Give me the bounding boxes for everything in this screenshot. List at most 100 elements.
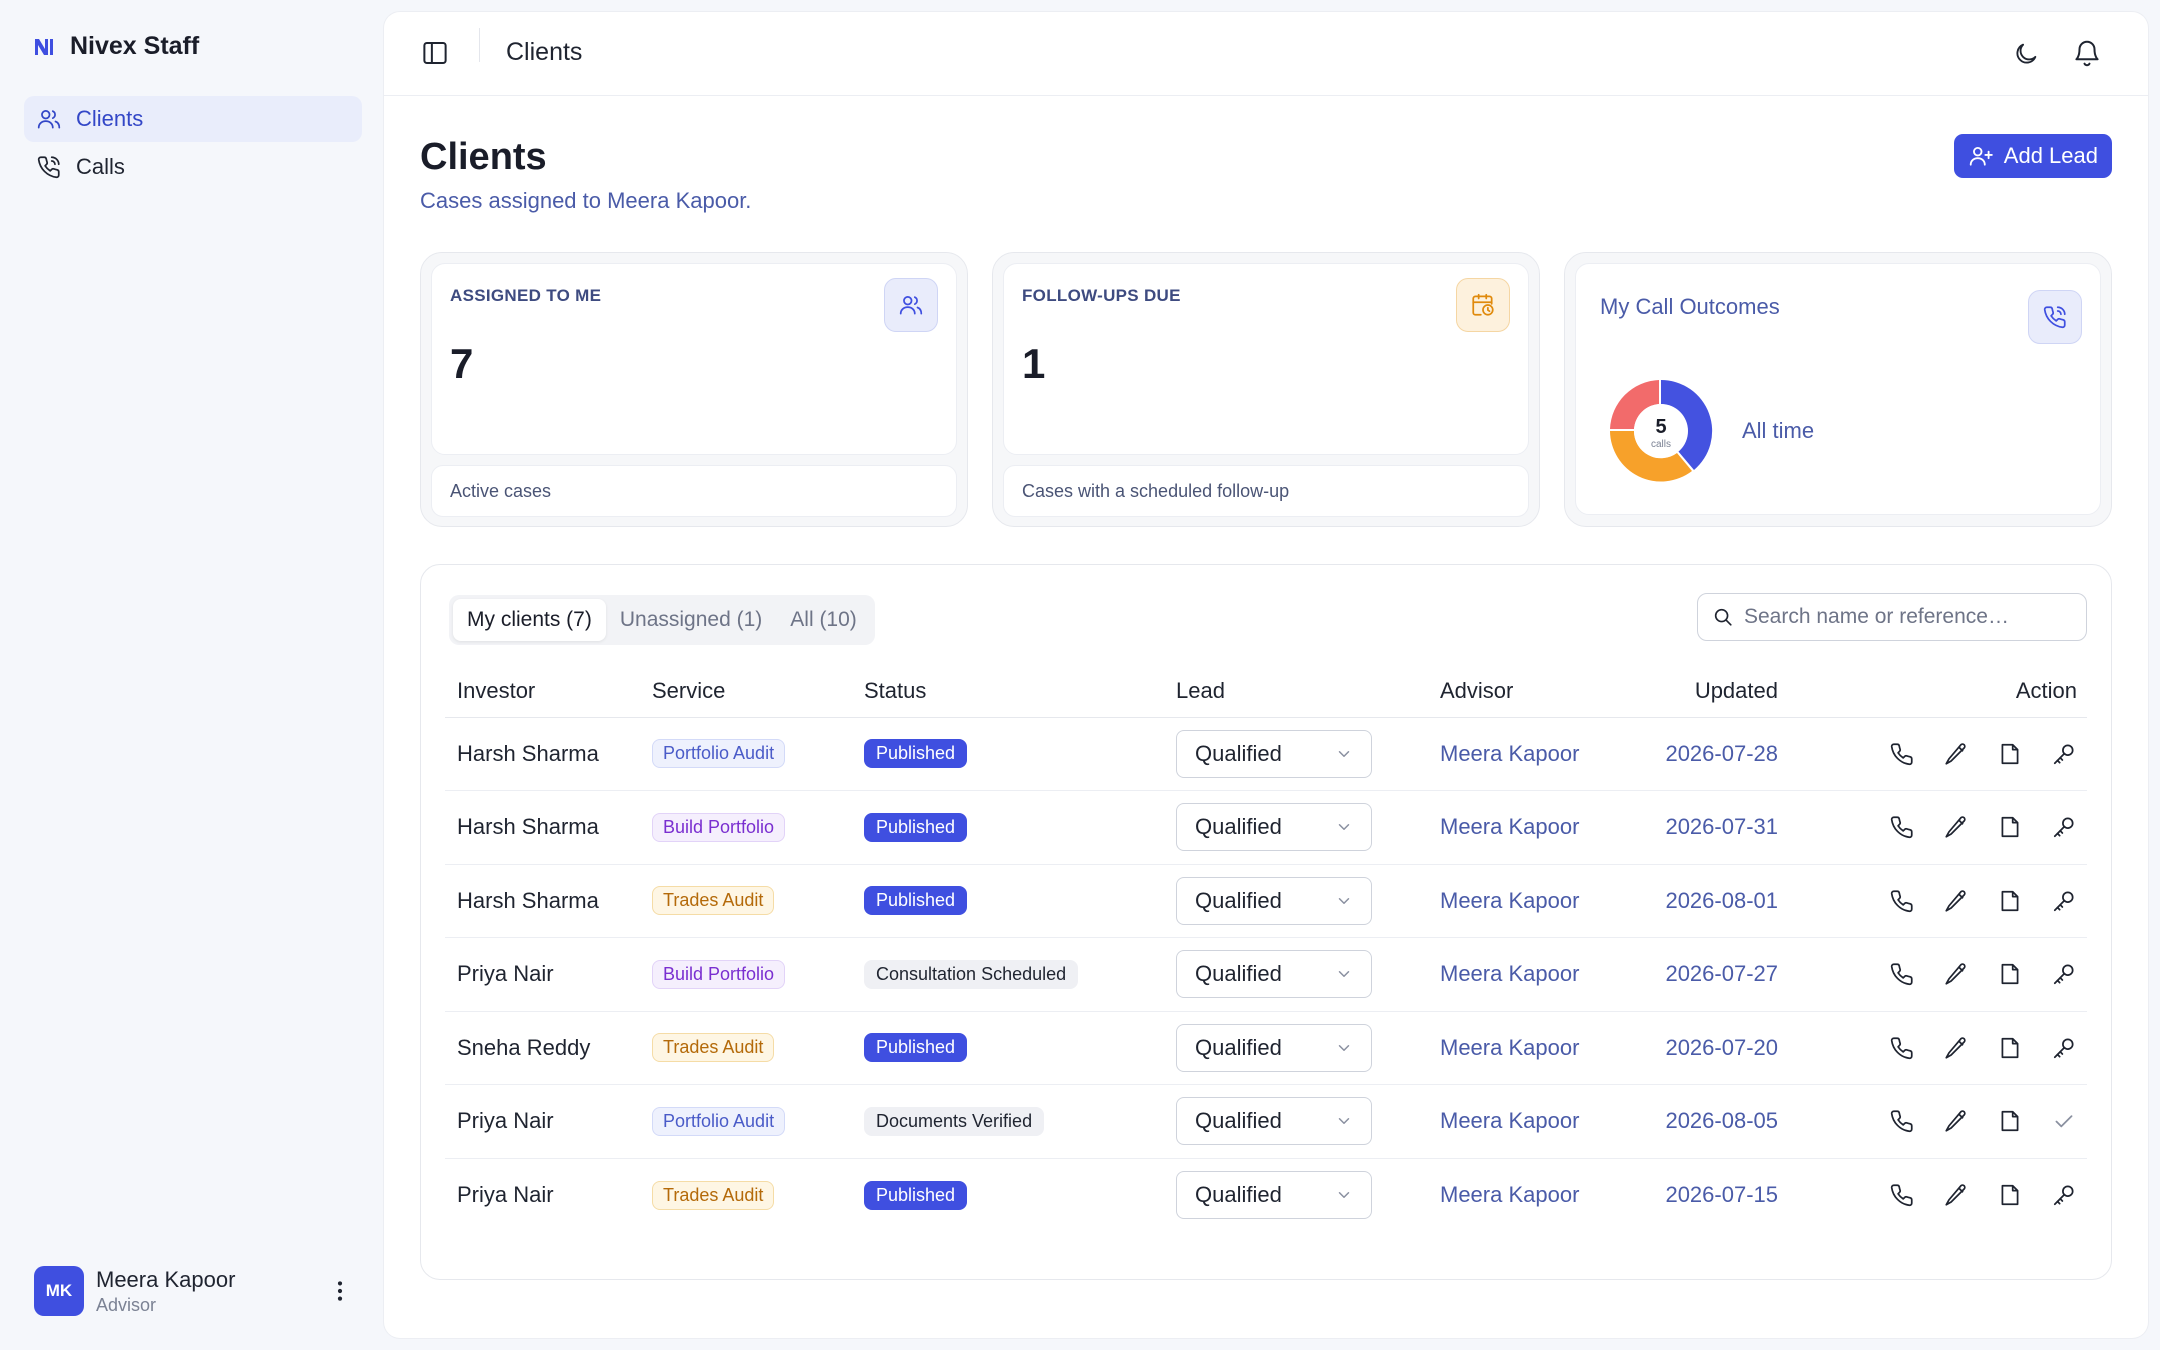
tab-all[interactable]: All (10) (790, 608, 857, 631)
call-action[interactable] (1889, 741, 1915, 767)
documents-action[interactable] (1997, 1182, 2023, 1208)
lead-select[interactable]: Qualified (1176, 1171, 1372, 1219)
chevron-down-icon (1338, 1192, 1350, 1198)
documents-action[interactable] (1997, 814, 2023, 840)
user-plus-icon (1969, 146, 1993, 166)
header-updated[interactable]: Updated (1628, 665, 1778, 718)
updated-date: 2026-07-27 (1665, 961, 1778, 987)
edit-action[interactable] (1943, 961, 1969, 987)
table-row[interactable]: Harsh Sharma Trades Audit Published Qual… (445, 864, 2087, 938)
service-tag: Trades Audit (652, 1180, 775, 1210)
verify-action[interactable] (2051, 1108, 2077, 1134)
document-icon (2001, 743, 2019, 764)
moon-icon[interactable] (2012, 40, 2040, 68)
table-row[interactable]: Sneha Reddy Trades Audit Published Quali… (445, 1011, 2087, 1085)
edit-action[interactable] (1943, 1035, 1969, 1061)
tab-my-clients[interactable]: My clients (7) (453, 599, 606, 641)
user-profile[interactable]: MK Meera Kapoor Advisor (34, 1265, 354, 1317)
call-action[interactable] (1889, 888, 1915, 914)
chevron-down-icon (1338, 971, 1350, 978)
call-action[interactable] (1889, 1108, 1915, 1134)
documents-action[interactable] (1997, 888, 2023, 914)
table-row[interactable]: Priya Nair Build Portfolio Consultation … (445, 937, 2087, 1012)
edit-action[interactable] (1943, 741, 1969, 767)
access-action[interactable] (2051, 741, 2077, 767)
phone-icon (1890, 963, 1913, 986)
document-icon (2001, 964, 2019, 985)
avatar: MK (34, 1266, 84, 1316)
updated-date: 2026-07-20 (1665, 1034, 1778, 1060)
period-label: All time (1742, 418, 1815, 443)
assigned-card: ASSIGNED TO ME 7 Active cases (420, 252, 968, 527)
lead-select[interactable]: Qualified (1176, 803, 1372, 852)
table-header-row: Investor Service Status Lead Advisor Upd… (445, 665, 2087, 718)
documents-action[interactable] (1997, 741, 2023, 767)
header-investor[interactable]: Investor (445, 665, 640, 718)
edit-action[interactable] (1943, 1108, 1969, 1134)
call-action[interactable] (1889, 814, 1915, 840)
lead-select[interactable]: Qualified (1176, 876, 1372, 925)
donut-segment-orange (1610, 431, 1692, 482)
call-action[interactable] (1889, 961, 1915, 987)
investor-name[interactable]: Harsh Sharma (457, 740, 599, 766)
page-subtitle: Cases assigned to Meera Kapoor. (420, 188, 752, 213)
investor-name[interactable]: Priya Nair (457, 1182, 554, 1207)
header-advisor[interactable]: Advisor (1428, 665, 1628, 718)
documents-action[interactable] (1997, 1035, 2023, 1061)
lead-select-value: Qualified (1195, 740, 1282, 766)
call-outcomes-donut: 5 calls (1610, 379, 1713, 482)
table-row[interactable]: Priya Nair Trades Audit Published Qualif… (445, 1158, 2087, 1232)
access-action[interactable] (2051, 888, 2077, 914)
investor-name[interactable]: Priya Nair (457, 961, 554, 987)
client-tabs: My clients (7) Unassigned (1) All (10) (449, 595, 875, 645)
investor-name[interactable]: Sneha Reddy (457, 1034, 591, 1060)
chevron-down-icon (1338, 750, 1350, 757)
sidebar-item-label: Calls (76, 154, 125, 179)
access-action[interactable] (2051, 1035, 2077, 1061)
documents-action[interactable] (1997, 1108, 2023, 1134)
lead-select[interactable]: Qualified (1176, 729, 1372, 778)
topbar-divider (479, 28, 480, 62)
investor-name[interactable]: Harsh Sharma (457, 814, 599, 840)
call-action[interactable] (1889, 1035, 1915, 1061)
edit-action[interactable] (1943, 888, 1969, 914)
sidebar-item-calls[interactable]: Calls (24, 144, 362, 190)
table-row[interactable]: Priya Nair Portfolio Audit Documents Ver… (445, 1084, 2087, 1159)
lead-select-value: Qualified (1195, 814, 1282, 840)
sidebar-item-clients[interactable]: Clients (24, 96, 362, 142)
service-tag: Build Portfolio (652, 812, 786, 842)
header-service[interactable]: Service (640, 665, 852, 718)
advisor-name: Meera Kapoor (1440, 814, 1580, 840)
add-lead-button[interactable]: Add Lead (1953, 134, 2112, 178)
edit-action[interactable] (1943, 1182, 1969, 1208)
header-lead[interactable]: Lead (1164, 665, 1428, 718)
lead-select[interactable]: Qualified (1176, 1023, 1372, 1072)
call-action[interactable] (1889, 1182, 1915, 1208)
documents-action[interactable] (1997, 961, 2023, 987)
topbar-title: Clients (506, 38, 583, 66)
brand[interactable]: Nivex Staff (32, 32, 199, 61)
lead-select[interactable]: Qualified (1176, 950, 1372, 999)
table-row[interactable]: Harsh Sharma Portfolio Audit Published Q… (445, 717, 2087, 791)
advisor-name: Meera Kapoor (1440, 961, 1580, 987)
key-icon (2053, 891, 2074, 911)
access-action[interactable] (2051, 1182, 2077, 1208)
access-action[interactable] (2051, 961, 2077, 987)
chevron-down-icon (1338, 1044, 1350, 1051)
bell-icon[interactable] (2072, 38, 2102, 68)
tab-unassigned[interactable]: Unassigned (1) (619, 608, 763, 631)
edit-action[interactable] (1943, 814, 1969, 840)
search-input[interactable] (1744, 605, 2064, 629)
table-row[interactable]: Harsh Sharma Build Portfolio Published Q… (445, 790, 2087, 865)
key-icon (2053, 1038, 2074, 1058)
access-action[interactable] (2051, 814, 2077, 840)
investor-name[interactable]: Harsh Sharma (457, 887, 599, 913)
more-vertical-icon[interactable] (326, 1277, 354, 1305)
advisor-name: Meera Kapoor (1440, 740, 1580, 766)
header-status[interactable]: Status (852, 665, 1164, 718)
investor-name[interactable]: Priya Nair (457, 1108, 554, 1134)
lead-select[interactable]: Qualified (1176, 1097, 1372, 1146)
pencil-icon (1945, 890, 1966, 912)
sidebar-toggle-icon[interactable] (420, 38, 450, 68)
row-actions (1790, 1035, 2087, 1061)
